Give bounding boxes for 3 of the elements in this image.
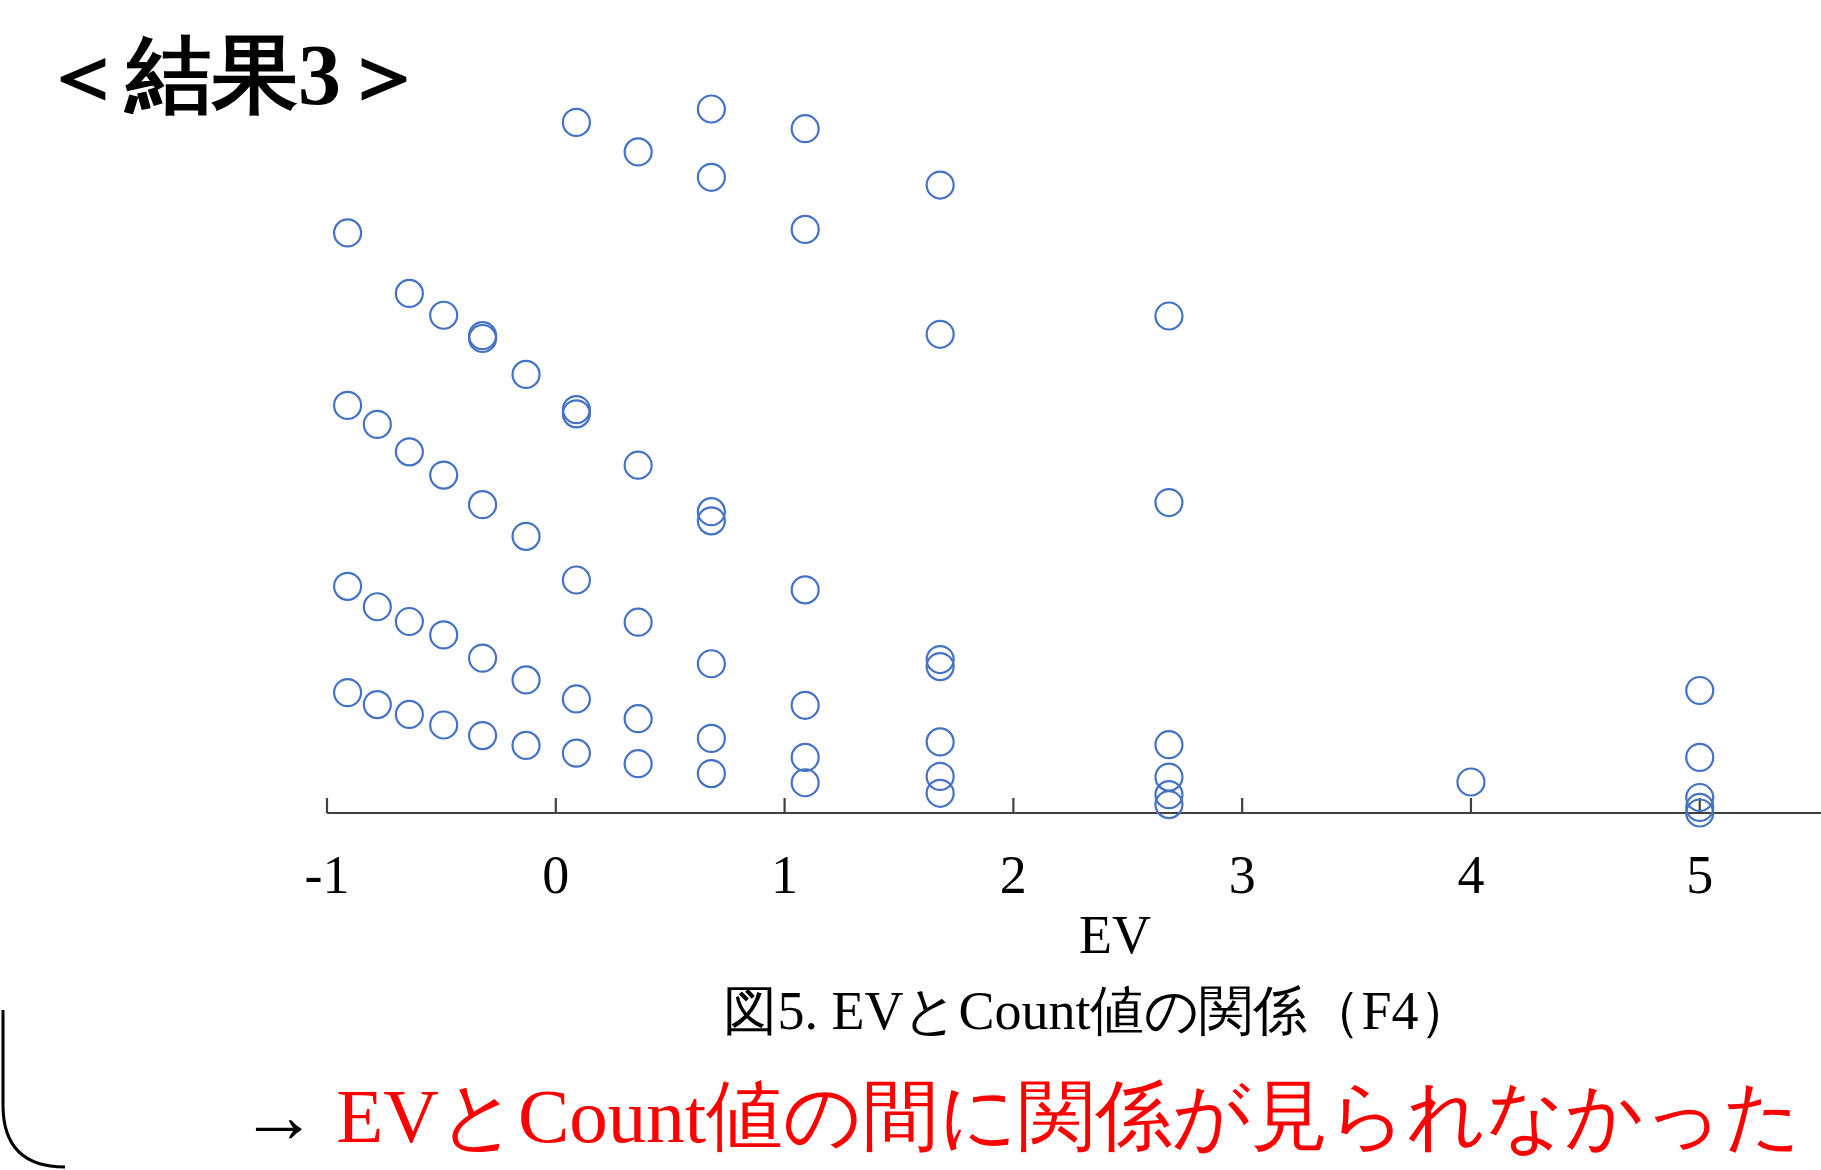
conclusion: → EVとCount値の間に関係が見られなかった xyxy=(240,1073,1803,1159)
title: ＜結果3＞ xyxy=(40,27,427,123)
caption: 図5. EVとCount値の関係（F4） xyxy=(723,981,1473,1041)
